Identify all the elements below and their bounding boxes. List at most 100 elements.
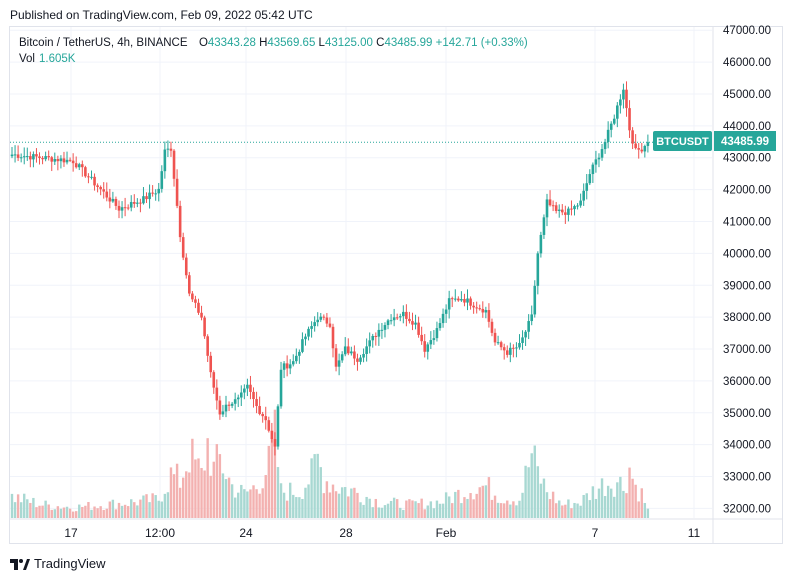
candle-body bbox=[96, 185, 99, 187]
volume-bar bbox=[463, 497, 466, 518]
volume-bar bbox=[396, 499, 399, 518]
candle-body bbox=[377, 329, 381, 337]
volume-bar bbox=[640, 488, 643, 518]
candle-body bbox=[22, 156, 26, 158]
candle-body bbox=[44, 156, 47, 160]
chart-frame[interactable] bbox=[9, 26, 783, 544]
candle-body bbox=[334, 348, 338, 367]
volume-bar bbox=[444, 492, 448, 518]
candle-body bbox=[606, 129, 610, 143]
candle-body bbox=[38, 156, 41, 159]
volume-bar bbox=[68, 508, 72, 518]
candle-body bbox=[117, 205, 121, 211]
candle-body bbox=[313, 322, 316, 327]
volume-bar bbox=[558, 500, 561, 518]
volume-bar bbox=[23, 493, 26, 518]
candle-body bbox=[81, 164, 84, 168]
volume-bar bbox=[292, 494, 295, 518]
candle-body bbox=[362, 353, 365, 358]
candle-body bbox=[249, 384, 252, 392]
volume-bar bbox=[206, 438, 209, 518]
candle-body bbox=[524, 331, 527, 338]
volume-bar bbox=[646, 508, 650, 518]
volume-bar bbox=[389, 500, 393, 518]
candle-body bbox=[230, 403, 234, 406]
candle-body bbox=[227, 404, 231, 406]
candle-body bbox=[62, 158, 66, 163]
volume-bar bbox=[96, 508, 99, 518]
candle-body bbox=[252, 391, 255, 400]
candle-body bbox=[441, 313, 445, 324]
footer-brand[interactable]: TradingView bbox=[10, 556, 106, 571]
volume-bar bbox=[548, 499, 552, 518]
candle-body bbox=[111, 198, 115, 202]
candle-body bbox=[267, 420, 271, 431]
candle-body bbox=[239, 392, 243, 398]
volume-bar bbox=[554, 503, 558, 518]
volume-bar bbox=[643, 502, 647, 518]
candle-body bbox=[521, 337, 524, 343]
y-tick-label: 42000.00 bbox=[723, 185, 771, 197]
candle-body bbox=[175, 178, 179, 206]
volume-bar bbox=[233, 497, 237, 518]
candle-body bbox=[132, 202, 136, 204]
volume-bar bbox=[133, 502, 136, 518]
volume-bar bbox=[481, 485, 484, 518]
volume-bar bbox=[169, 467, 173, 518]
volume-bar bbox=[203, 470, 206, 518]
volume-bar bbox=[402, 509, 405, 518]
volume-bar bbox=[469, 493, 472, 518]
candle-body bbox=[93, 176, 96, 186]
candle-body bbox=[567, 208, 570, 215]
candle-body bbox=[50, 157, 54, 162]
candle-body bbox=[386, 320, 390, 326]
y-tick-label: 39000.00 bbox=[723, 280, 771, 292]
candle-body bbox=[408, 318, 411, 322]
y-tick-label: 46000.00 bbox=[723, 57, 771, 69]
volume-bar bbox=[301, 498, 304, 518]
price-tag-symbol: BTCUSDT bbox=[656, 136, 709, 148]
candle-body bbox=[438, 323, 442, 329]
candle-body bbox=[203, 317, 206, 337]
candle-body bbox=[554, 205, 558, 211]
candle-body bbox=[194, 299, 197, 303]
volume-bar bbox=[487, 477, 491, 518]
last-price-tag: BTCUSDT 43485.99 bbox=[653, 131, 776, 151]
volume-bar bbox=[475, 493, 478, 518]
volume-bar bbox=[634, 484, 637, 518]
volume-bar bbox=[466, 498, 469, 518]
volume-bar bbox=[573, 502, 576, 518]
candle-body bbox=[423, 341, 427, 352]
candle-body bbox=[157, 188, 161, 194]
candle-body bbox=[622, 89, 625, 100]
volume-bar bbox=[218, 454, 222, 518]
volume-bar bbox=[307, 484, 310, 518]
candle-body bbox=[25, 156, 29, 158]
volume-bar bbox=[279, 483, 283, 518]
volume-bar bbox=[172, 474, 176, 518]
y-tick-label: 32000.00 bbox=[723, 503, 771, 515]
volume-bar bbox=[417, 503, 420, 518]
candle-body bbox=[74, 163, 78, 168]
candle-body bbox=[166, 148, 170, 150]
volume-bar bbox=[276, 467, 280, 518]
candle-body bbox=[539, 234, 543, 254]
volume-bar bbox=[545, 492, 549, 518]
volume-bar bbox=[478, 487, 481, 518]
candle-body bbox=[573, 206, 576, 210]
volume-bar bbox=[606, 485, 610, 518]
candle-body bbox=[123, 207, 127, 209]
volume-bar bbox=[117, 502, 121, 518]
volume-bar bbox=[243, 489, 246, 518]
volume-bar bbox=[368, 498, 371, 518]
candle-body bbox=[307, 328, 310, 337]
volume-bar bbox=[637, 501, 640, 518]
volume-bar bbox=[564, 504, 567, 518]
volume-bar bbox=[337, 493, 341, 518]
volume-bar bbox=[59, 508, 63, 518]
volume-bar bbox=[347, 496, 350, 518]
volume-bar bbox=[616, 482, 619, 518]
candle-body bbox=[365, 346, 368, 354]
volume-bar bbox=[472, 499, 475, 518]
